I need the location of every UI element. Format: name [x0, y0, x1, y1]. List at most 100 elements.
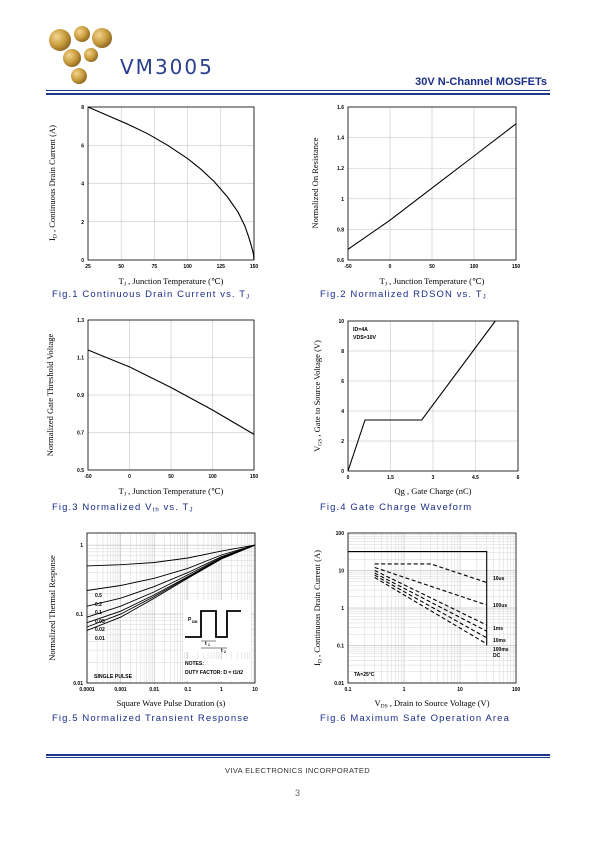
y-tick-label: 2: [81, 220, 84, 226]
y-tick-label: 100: [336, 531, 345, 537]
legend-label: 0.01: [95, 636, 105, 642]
pulse-waveform: [185, 610, 241, 638]
x-tick-label: 50: [118, 264, 124, 270]
y-tick-label: 1: [341, 197, 344, 203]
y-tick-label: 0.01: [73, 681, 83, 687]
x-tick-label: 0: [128, 474, 131, 480]
x-axis-label: VDS , Drain to Source Voltage (V): [374, 698, 489, 710]
gridlines: [87, 319, 255, 471]
header-rule: [46, 93, 550, 95]
duty-factor-label: DUTY FACTOR: D = t1/t2: [185, 670, 243, 676]
x-axis-label: TJ , Junction Temperature (℃): [380, 276, 485, 288]
legend-label: 0.05: [95, 619, 105, 625]
legend-label: 10us: [493, 576, 505, 582]
y-tick-label: 1: [341, 606, 344, 612]
x-tick-label: 0.01: [149, 687, 159, 693]
company-logo: [49, 26, 112, 84]
plot-frame: [347, 532, 517, 684]
y-axis-label: ID , Continuous Drain Current (A): [312, 550, 324, 666]
series-line: [86, 544, 256, 591]
y-tick-label: 0: [81, 258, 84, 264]
y-tick-label: 10: [338, 569, 344, 575]
x-axis-label: Qg , Gate Charge (nC): [394, 486, 471, 496]
y-tick-label: 1: [80, 543, 83, 549]
temperature-annotation: TA=25°C: [354, 672, 375, 678]
legend-label: 100ms: [493, 647, 509, 653]
gridlines: [87, 106, 255, 261]
plot-frame: [86, 532, 256, 684]
figure-caption: Fig.3 Normalized Vth vs. TJ: [52, 502, 194, 514]
legend-label: 1ms: [493, 626, 503, 632]
y-tick-label: 0: [341, 469, 344, 475]
x-tick-label: 0.001: [114, 687, 127, 693]
series-line: [86, 544, 256, 567]
y-axis-label: ID , Continuous Drain Current (A): [47, 125, 59, 241]
x-tick-label: 50: [429, 264, 435, 270]
series-line: [347, 123, 517, 250]
page-number: 3: [294, 788, 300, 798]
x-tick-label: 100: [208, 474, 217, 480]
legend-label: 0.1: [95, 610, 102, 616]
figure-caption: Fig.4 Gate Charge Waveform: [320, 502, 472, 513]
x-tick-label: 150: [512, 264, 521, 270]
x-tick-label: 100: [512, 687, 521, 693]
series-line: [374, 563, 487, 584]
y-tick-label: 0.9: [77, 393, 84, 399]
t2-label: t: [221, 648, 223, 654]
y-tick-label: 1.1: [77, 356, 84, 362]
series-line: [87, 349, 255, 435]
footer-rule: [46, 757, 550, 758]
figure-caption: Fig.6 Maximum Safe Operation Area: [320, 713, 510, 724]
series-line: [374, 574, 487, 639]
y-tick-label: 1.2: [337, 166, 344, 172]
y-tick-label: 0.1: [337, 644, 344, 650]
legend-label: DC: [493, 653, 501, 659]
x-axis-label: Square Wave Pulse Duration (s): [117, 698, 226, 708]
y-tick-label: 6: [341, 379, 344, 385]
y-tick-label: 0.6: [337, 258, 344, 264]
inset-background: [183, 600, 251, 652]
y-tick-label: 10: [338, 319, 344, 325]
brand-name: VM3005: [120, 55, 214, 79]
legend-label: 0.02: [95, 627, 105, 633]
figure-caption: Fig.1 Continuous Drain Current vs. TJ: [52, 289, 250, 301]
y-axis-label: Normalized On Resistance: [310, 137, 320, 228]
gridlines: [347, 320, 519, 472]
notes-background: [183, 659, 251, 681]
series-line: [87, 106, 255, 261]
x-tick-label: 50: [168, 474, 174, 480]
x-tick-label: 0.1: [345, 687, 352, 693]
plot-frame: [347, 320, 519, 472]
plot-frame: [347, 106, 517, 261]
x-tick-label: 0.1: [184, 687, 191, 693]
x-axis-label: TJ , Junction Temperature (℃): [119, 486, 224, 498]
series-line: [374, 570, 487, 626]
x-tick-label: 0: [347, 475, 350, 481]
series-line: [374, 572, 487, 632]
legend-label: 10ms: [493, 638, 506, 644]
y-tick-label: 0.5: [77, 468, 84, 474]
series-line: [374, 577, 487, 645]
pdm-label: P: [188, 617, 192, 623]
y-tick-label: 4: [81, 182, 84, 188]
x-tick-label: 100: [470, 264, 479, 270]
x-tick-label: -50: [84, 474, 91, 480]
y-axis-label: Normalized Thermal Response: [47, 555, 57, 661]
t2-sub-label: 2: [224, 650, 226, 654]
y-tick-label: 0.01: [334, 681, 344, 687]
x-tick-label: 125: [217, 264, 226, 270]
y-tick-label: 0.1: [76, 612, 83, 618]
series-line: [86, 544, 256, 607]
x-tick-label: 1: [220, 687, 223, 693]
legend-label: 0.5: [95, 593, 102, 599]
y-tick-label: 6: [81, 143, 84, 149]
footer-rule: [46, 754, 550, 756]
annotation-vds: VDS=10V: [353, 335, 376, 341]
x-tick-label: 10: [457, 687, 463, 693]
x-tick-label: 1.5: [387, 475, 394, 481]
y-tick-label: 1.6: [337, 105, 344, 111]
gridlines: [347, 106, 517, 261]
y-axis-label: VGS , Gate to Source Voltage (V): [312, 340, 324, 452]
x-tick-label: 0: [389, 264, 392, 270]
